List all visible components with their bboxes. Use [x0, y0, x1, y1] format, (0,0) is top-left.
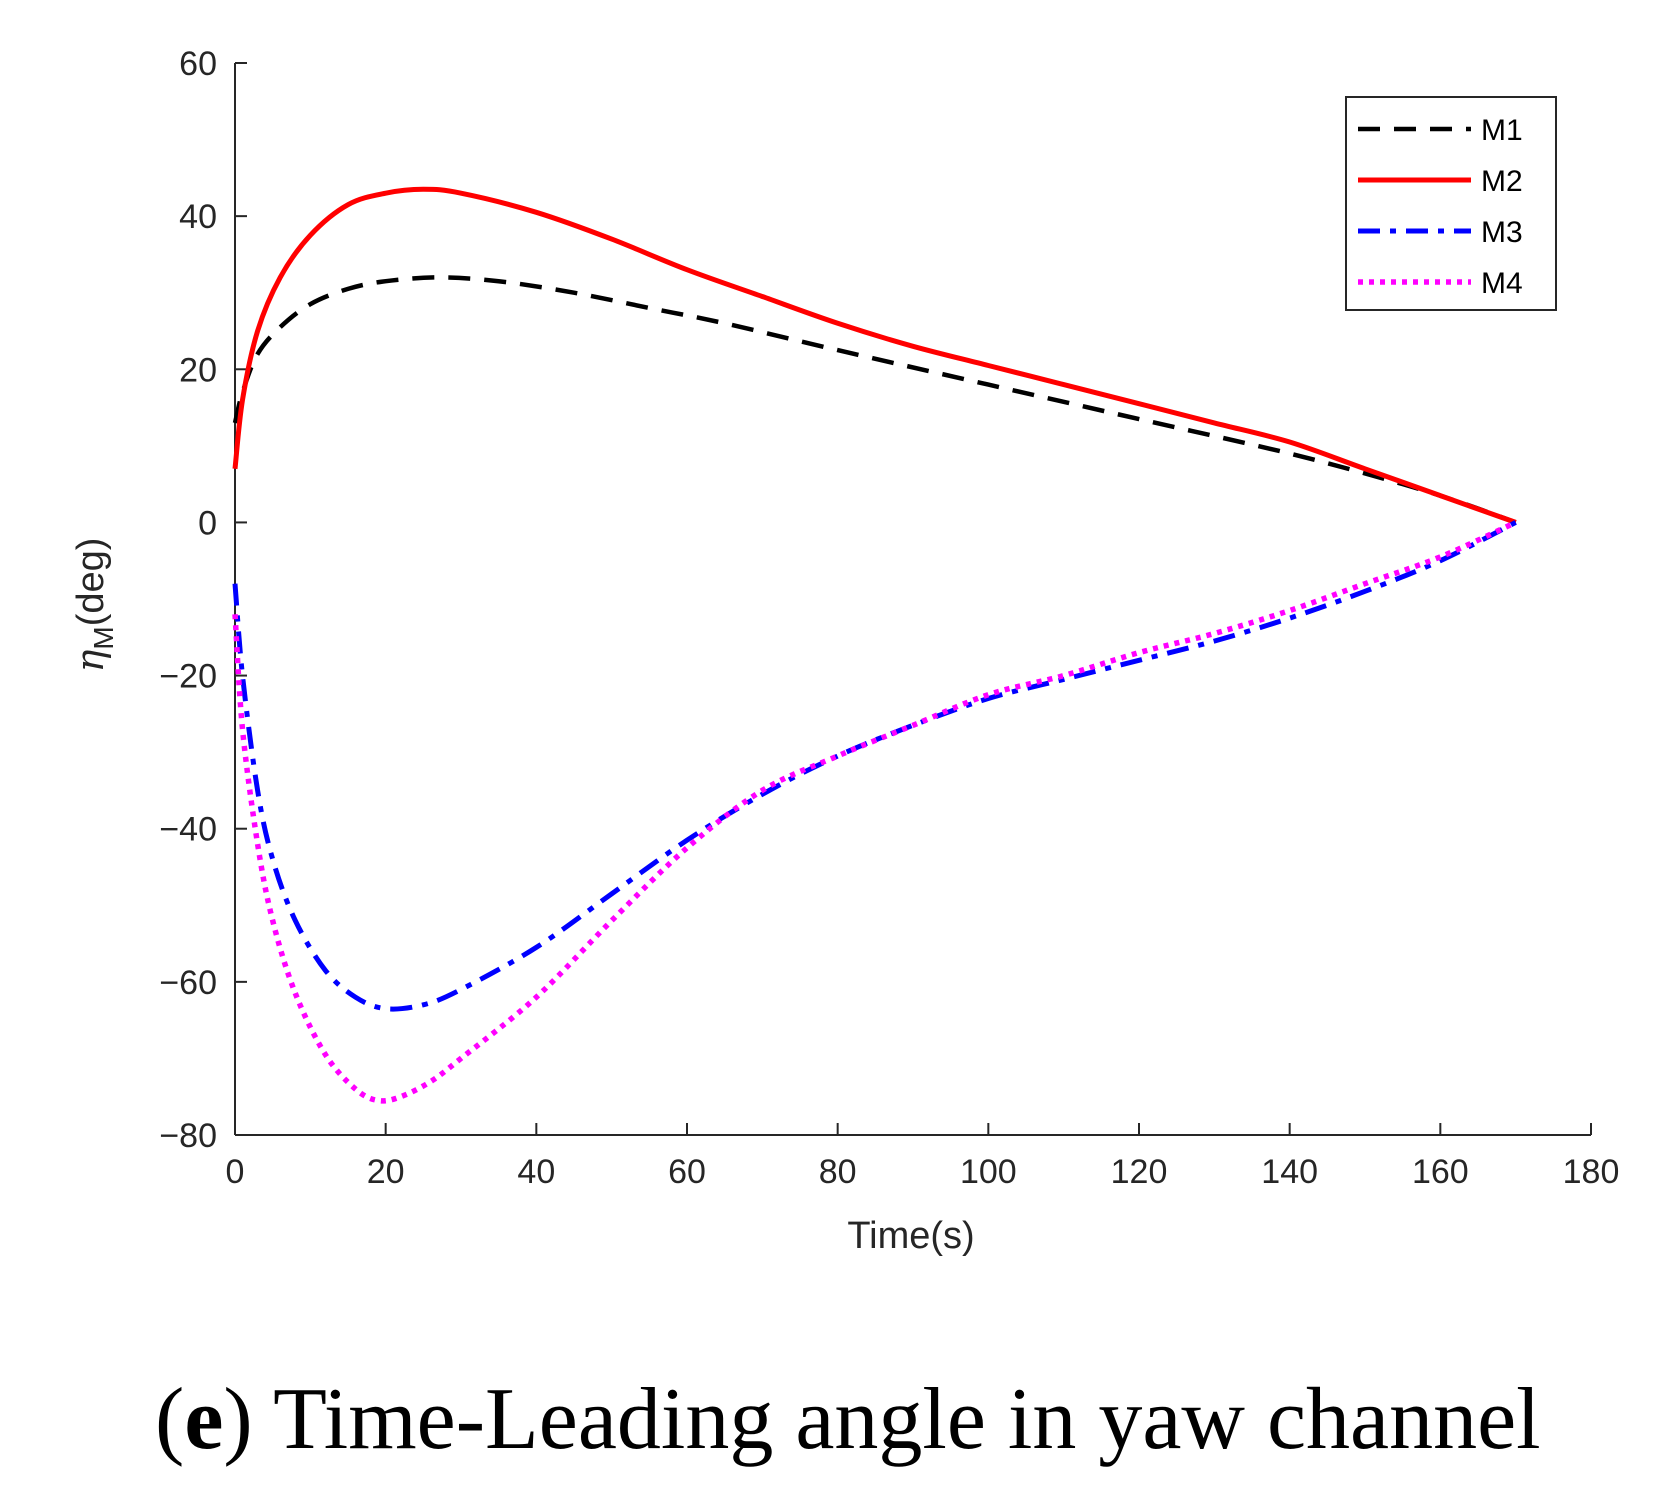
legend-label-m4: M4: [1481, 267, 1523, 300]
y-tick-label: 0: [198, 504, 217, 542]
series-line-m4: [232, 519, 1517, 1104]
x-tick-label: 0: [226, 1153, 245, 1191]
x-tick-label: 60: [668, 1153, 706, 1191]
x-axis-label: Time(s): [847, 1215, 974, 1257]
legend-label-m3: M3: [1481, 216, 1523, 249]
y-tick-label: −60: [159, 964, 217, 1002]
series-group: [232, 186, 1517, 1104]
legend-label-m1: M1: [1481, 114, 1523, 147]
y-tick-label: 20: [179, 351, 217, 389]
caption-label: e: [184, 1371, 223, 1468]
legend-label-m2: M2: [1481, 165, 1523, 198]
series-line-m2: [232, 186, 1517, 525]
y-tick-label: 60: [179, 45, 217, 83]
y-axis-label-symbol: η: [68, 649, 112, 672]
y-tick-label: −80: [159, 1117, 217, 1155]
y-axis-label-unit: (deg): [70, 538, 112, 627]
series-line-m3: [232, 520, 1517, 1012]
x-tick-label: 120: [1111, 1153, 1168, 1191]
y-axis-label-subscript: M: [88, 626, 119, 649]
y-tick-label: −40: [159, 811, 217, 849]
x-tick-label: 20: [367, 1153, 405, 1191]
axes: 0 20 40 60 80 100 120 140 160 180 60 40 20 0 −20 −40 −60…: [159, 45, 1619, 1191]
x-tick-label: 140: [1261, 1153, 1318, 1191]
figure-caption: (e) Time-Leading angle in yaw channel: [155, 1371, 1541, 1468]
legend: M1 M2 M3 M4: [1345, 96, 1557, 311]
y-tick-label: −20: [159, 658, 217, 696]
x-tick-label: 80: [819, 1153, 857, 1191]
caption-text: Time-Leading angle in yaw channel: [253, 1371, 1541, 1468]
x-tick-label: 100: [960, 1153, 1017, 1191]
y-axis-label: ηM(deg): [68, 538, 119, 673]
series-line-m1: [232, 275, 1517, 525]
x-tick-label: 40: [517, 1153, 555, 1191]
x-tick-label: 180: [1563, 1153, 1620, 1191]
legend-box: [1345, 96, 1557, 311]
y-tick-label: 40: [179, 198, 217, 236]
x-tick-label: 160: [1412, 1153, 1469, 1191]
